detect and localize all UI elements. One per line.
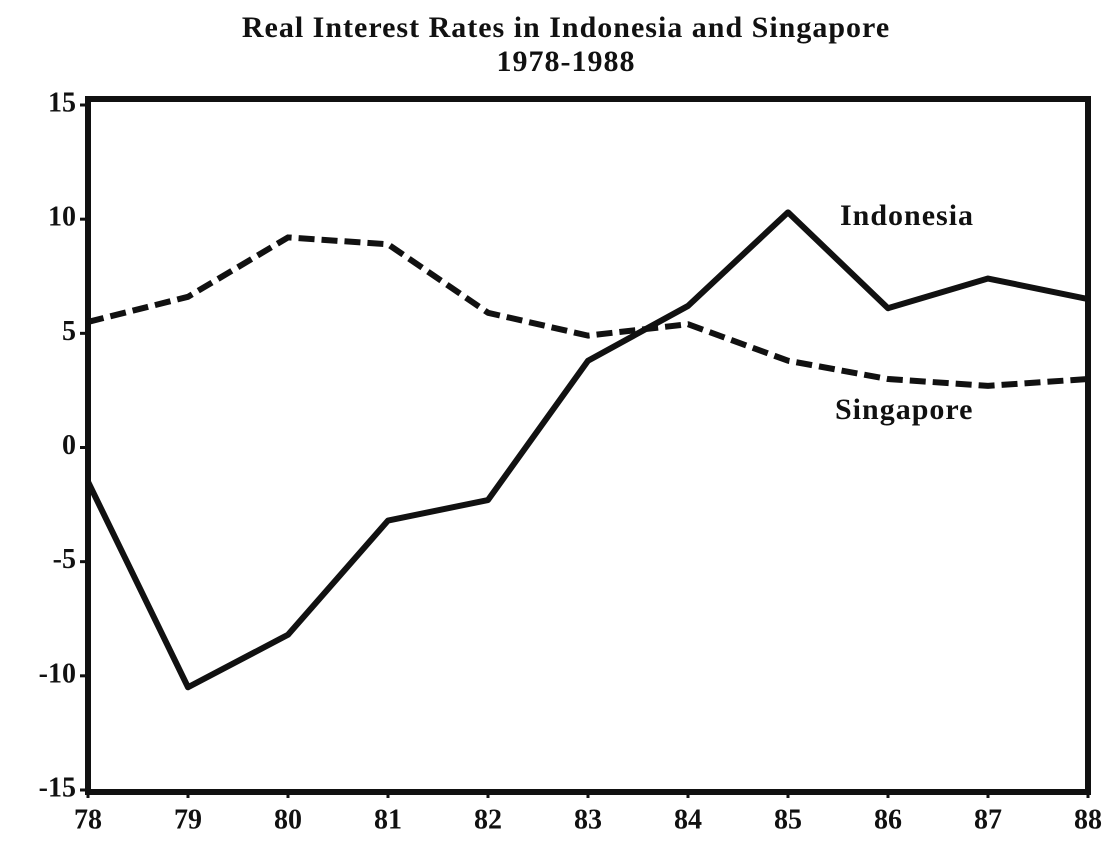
y-tick-label: -5 bbox=[53, 544, 76, 575]
x-tick-label: 87 bbox=[974, 804, 1002, 835]
y-tick-label: 0 bbox=[62, 430, 76, 461]
y-tick-label: -10 bbox=[39, 658, 76, 689]
series-line bbox=[87, 234, 1089, 389]
chart-title: Real Interest Rates in Indonesia and Sin… bbox=[242, 11, 890, 44]
x-tick-label: 83 bbox=[574, 804, 602, 835]
x-tick-label: 78 bbox=[74, 804, 102, 835]
x-tick-label: 79 bbox=[174, 804, 202, 835]
series-line bbox=[85, 209, 1089, 691]
chart-subtitle: 1978-1988 bbox=[497, 45, 636, 78]
x-tick-label: 81 bbox=[374, 804, 402, 835]
x-tick-label: 82 bbox=[474, 804, 502, 835]
x-tick-label: 84 bbox=[674, 804, 702, 835]
x-tick-label: 86 bbox=[874, 804, 902, 835]
x-tick-label: 85 bbox=[774, 804, 802, 835]
x-tick-label: 88 bbox=[1074, 804, 1102, 835]
y-tick-label: 10 bbox=[48, 202, 76, 233]
y-tick-label: 15 bbox=[48, 87, 76, 118]
y-tick-label: -15 bbox=[39, 772, 76, 803]
x-tick-label: 80 bbox=[274, 804, 302, 835]
series-label: Indonesia bbox=[840, 199, 974, 232]
y-tick-label: 5 bbox=[62, 316, 76, 347]
series-label: Singapore bbox=[835, 393, 973, 426]
